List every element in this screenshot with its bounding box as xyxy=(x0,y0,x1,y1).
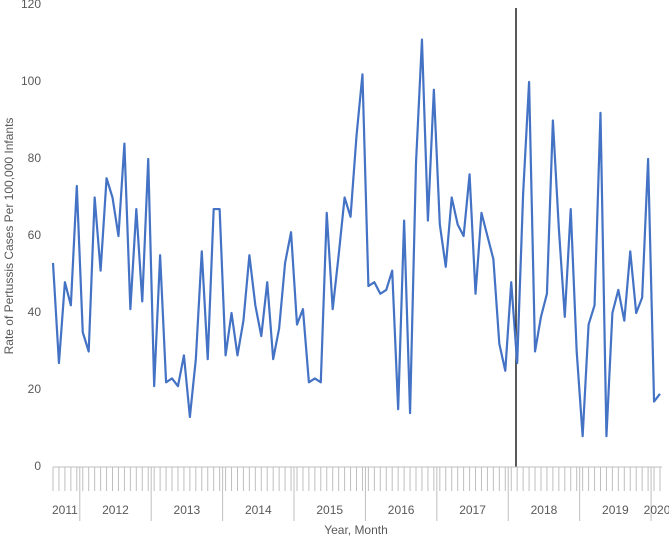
y-tick-label: 60 xyxy=(28,228,42,242)
x-group-label: 2012 xyxy=(102,503,129,517)
y-axis-title: Rate of Pertussis Cases Per 100,000 Infa… xyxy=(2,118,16,355)
x-group-label: 2017 xyxy=(459,503,486,517)
y-tick-label: 0 xyxy=(34,459,41,473)
x-group-label: 2019 xyxy=(602,503,629,517)
y-tick-label: 20 xyxy=(28,382,42,396)
x-group-label: 2018 xyxy=(531,503,558,517)
y-tick-label: 40 xyxy=(28,305,42,319)
x-group-label: 2013 xyxy=(174,503,201,517)
y-tick-label: 100 xyxy=(21,74,41,88)
y-tick-label: 80 xyxy=(28,151,42,165)
x-group-label: 2015 xyxy=(316,503,343,517)
x-group-label: 2014 xyxy=(245,503,272,517)
x-group-label: 2011 xyxy=(52,503,78,517)
data-line xyxy=(51,38,661,438)
x-axis-title: Year, Month xyxy=(324,523,388,537)
x-group-label: 2016 xyxy=(388,503,415,517)
x-group-label: 2020 xyxy=(644,503,669,517)
y-tick-label: 120 xyxy=(21,0,41,11)
